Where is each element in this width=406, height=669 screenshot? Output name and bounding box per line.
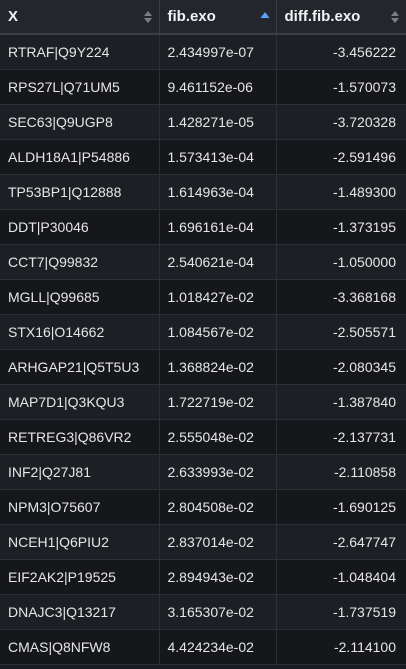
table-row[interactable]: NPM3|O75607 2.804508e-02 -1.690125: [0, 489, 406, 525]
cell-diff-fib-exo: -1.048404: [276, 559, 406, 595]
cell-fib-exo: 2.837014e-02: [159, 524, 277, 560]
table-row[interactable]: DNAJC3|Q13217 3.165307e-02 -1.737519: [0, 594, 406, 630]
table-row[interactable]: NCEH1|Q6PIU2 2.837014e-02 -2.647747: [0, 524, 406, 560]
table-row[interactable]: RPS27L|Q71UM5 9.461152e-06 -1.570073: [0, 69, 406, 105]
cell-x: NPM3|O75607: [0, 489, 160, 525]
sort-arrows-icon[interactable]: [143, 10, 153, 24]
column-header-x[interactable]: X: [0, 0, 160, 35]
table-row[interactable]: RTRAF|Q9Y224 2.434997e-07 -3.456222: [0, 34, 406, 70]
table-row[interactable]: CMAS|Q8NFW8 4.424234e-02 -2.114100: [0, 629, 406, 665]
cell-fib-exo: 1.428271e-05: [159, 104, 277, 140]
column-header-label: fib.exo: [167, 8, 216, 25]
cell-diff-fib-exo: -1.690125: [276, 489, 406, 525]
cell-fib-exo: 2.894943e-02: [159, 559, 277, 595]
cell-x: RETREG3|Q86VR2: [0, 419, 160, 455]
table-row[interactable]: ALDH18A1|P54886 1.573413e-04 -2.591496: [0, 139, 406, 175]
cell-diff-fib-exo: -3.456222: [276, 34, 406, 70]
cell-fib-exo: 1.573413e-04: [159, 139, 277, 175]
cell-diff-fib-exo: -3.720328: [276, 104, 406, 140]
table-row[interactable]: MAP7D1|Q3KQU3 1.722719e-02 -1.387840: [0, 384, 406, 420]
cell-fib-exo: 1.696161e-04: [159, 209, 277, 245]
cell-fib-exo: 2.555048e-02: [159, 419, 277, 455]
cell-diff-fib-exo: -2.647747: [276, 524, 406, 560]
cell-x: ALDH18A1|P54886: [0, 139, 160, 175]
table-row[interactable]: ARHGAP21|Q5T5U3 1.368824e-02 -2.080345: [0, 349, 406, 385]
cell-x: DDT|P30046: [0, 209, 160, 245]
cell-diff-fib-exo: -1.489300: [276, 174, 406, 210]
table-body: RTRAF|Q9Y224 2.434997e-07 -3.456222 RPS27L|…: [0, 34, 406, 665]
cell-x: TP53BP1|Q12888: [0, 174, 160, 210]
cell-diff-fib-exo: -1.373195: [276, 209, 406, 245]
cell-x: CMAS|Q8NFW8: [0, 629, 160, 665]
cell-x: CCT7|Q99832: [0, 244, 160, 280]
table-row[interactable]: CCT7|Q99832 2.540621e-04 -1.050000: [0, 244, 406, 280]
header-row: X fib.exo diff.fib.exo: [0, 0, 406, 35]
cell-x: ARHGAP21|Q5T5U3: [0, 349, 160, 385]
cell-x: STX16|O14662: [0, 314, 160, 350]
cell-diff-fib-exo: -2.137731: [276, 419, 406, 455]
table-row[interactable]: INF2|Q27J81 2.633993e-02 -2.110858: [0, 454, 406, 490]
cell-diff-fib-exo: -3.368168: [276, 279, 406, 315]
cell-fib-exo: 2.540621e-04: [159, 244, 277, 280]
sort-ascending-icon[interactable]: [260, 10, 270, 24]
cell-diff-fib-exo: -1.737519: [276, 594, 406, 630]
cell-x: MGLL|Q99685: [0, 279, 160, 315]
cell-x: INF2|Q27J81: [0, 454, 160, 490]
cell-fib-exo: 1.614963e-04: [159, 174, 277, 210]
table-row[interactable]: SEC63|Q9UGP8 1.428271e-05 -3.720328: [0, 104, 406, 140]
table-row[interactable]: TP53BP1|Q12888 1.614963e-04 -1.489300: [0, 174, 406, 210]
cell-fib-exo: 2.434997e-07: [159, 34, 277, 70]
cell-x: NCEH1|Q6PIU2: [0, 524, 160, 560]
cell-fib-exo: 1.368824e-02: [159, 349, 277, 385]
cell-fib-exo: 1.018427e-02: [159, 279, 277, 315]
cell-x: MAP7D1|Q3KQU3: [0, 384, 160, 420]
cell-x: RPS27L|Q71UM5: [0, 69, 160, 105]
cell-diff-fib-exo: -1.050000: [276, 244, 406, 280]
table-row[interactable]: MGLL|Q99685 1.018427e-02 -3.368168: [0, 279, 406, 315]
cell-x: RTRAF|Q9Y224: [0, 34, 160, 70]
table-row[interactable]: RETREG3|Q86VR2 2.555048e-02 -2.137731: [0, 419, 406, 455]
table-row[interactable]: DDT|P30046 1.696161e-04 -1.373195: [0, 209, 406, 245]
cell-diff-fib-exo: -2.114100: [276, 629, 406, 665]
cell-diff-fib-exo: -1.387840: [276, 384, 406, 420]
cell-diff-fib-exo: -2.080345: [276, 349, 406, 385]
cell-diff-fib-exo: -2.505571: [276, 314, 406, 350]
cell-fib-exo: 4.424234e-02: [159, 629, 277, 665]
column-header-fib-exo[interactable]: fib.exo: [159, 0, 277, 35]
cell-fib-exo: 3.165307e-02: [159, 594, 277, 630]
cell-diff-fib-exo: -2.591496: [276, 139, 406, 175]
cell-diff-fib-exo: -2.110858: [276, 454, 406, 490]
column-header-diff-fib-exo[interactable]: diff.fib.exo: [276, 0, 406, 35]
table-row[interactable]: STX16|O14662 1.084567e-02 -2.505571: [0, 314, 406, 350]
cell-x: SEC63|Q9UGP8: [0, 104, 160, 140]
sort-arrows-icon[interactable]: [390, 10, 400, 24]
table-row[interactable]: EIF2AK2|P19525 2.894943e-02 -1.048404: [0, 559, 406, 595]
cell-fib-exo: 1.084567e-02: [159, 314, 277, 350]
cell-fib-exo: 2.804508e-02: [159, 489, 277, 525]
cell-fib-exo: 1.722719e-02: [159, 384, 277, 420]
column-header-label: diff.fib.exo: [284, 8, 361, 25]
table-header: X fib.exo diff.fib.exo: [0, 0, 406, 35]
cell-diff-fib-exo: -1.570073: [276, 69, 406, 105]
cell-fib-exo: 2.633993e-02: [159, 454, 277, 490]
column-header-label: X: [8, 8, 19, 25]
cell-fib-exo: 9.461152e-06: [159, 69, 277, 105]
cell-x: DNAJC3|Q13217: [0, 594, 160, 630]
cell-x: EIF2AK2|P19525: [0, 559, 160, 595]
